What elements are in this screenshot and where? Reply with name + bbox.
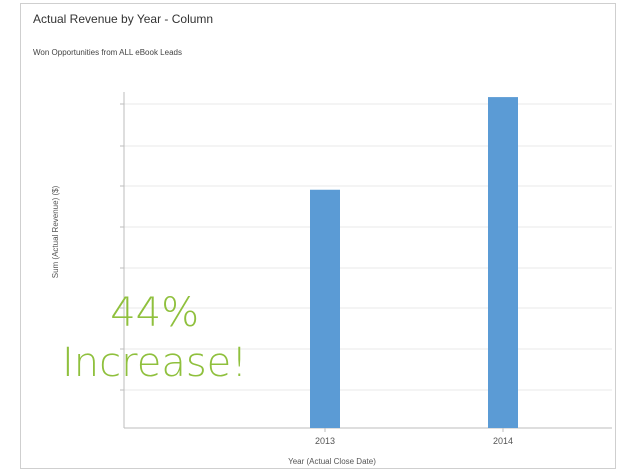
- x-tick-labels: 2013 2014: [315, 428, 513, 446]
- annotation-text: Increase!: [62, 340, 248, 386]
- bar-2014[interactable]: [488, 97, 518, 428]
- increase-annotation: 44% Increase!: [62, 288, 247, 388]
- y-axis-label: Sum (Actual Revenue) ($): [51, 185, 60, 278]
- grid-lines: [120, 103, 612, 391]
- annotation-percent: 44%: [110, 290, 200, 336]
- chart-title: Actual Revenue by Year - Column: [33, 12, 214, 26]
- bar-2013[interactable]: [310, 189, 340, 428]
- axes: [123, 92, 612, 429]
- x-axis-label: Year (Actual Close Date): [288, 457, 376, 466]
- chart-subtitle: Won Opportunities from ALL eBook Leads: [33, 48, 182, 57]
- x-tick-label-2013: 2013: [315, 436, 335, 446]
- bars: [310, 97, 518, 428]
- x-tick-label-2014: 2014: [493, 436, 513, 446]
